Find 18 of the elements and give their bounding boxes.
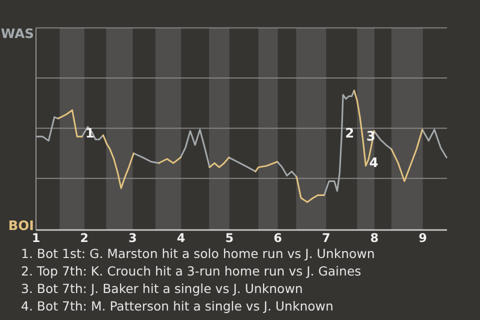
text: 3. Bot 7th: J. Baker hit a single vs J. Unknown <box>21 281 303 296</box>
text: 2. Top 7th: K. Crouch hit a 3-run home run vs J. Gaines <box>21 264 362 278</box>
x-tick-label: 5 <box>225 231 234 245</box>
x-tick-label: 7 <box>322 231 330 245</box>
text: WAS <box>0 27 34 42</box>
x-tick-label: 3 <box>128 231 137 245</box>
x-tick-label: 8 <box>370 231 379 245</box>
x-tick-label: 6 <box>274 231 282 245</box>
annotation: 2 <box>345 126 354 142</box>
x-tick-label: 1 <box>32 231 40 245</box>
text: BOI <box>8 219 34 234</box>
annotation: 4 <box>369 156 378 171</box>
annotation: 1 <box>85 126 94 142</box>
x-tick-label: 9 <box>418 231 428 245</box>
text: 1. Bot 1st: G. Marston hit a solo home run vs J. Unknown <box>21 246 375 261</box>
x-tick-label: 2 <box>80 231 89 245</box>
x-tick-label: 4 <box>176 231 186 245</box>
text: 4. Bot 7th: M. Patterson hit a single vs J. Unknown <box>21 298 334 314</box>
